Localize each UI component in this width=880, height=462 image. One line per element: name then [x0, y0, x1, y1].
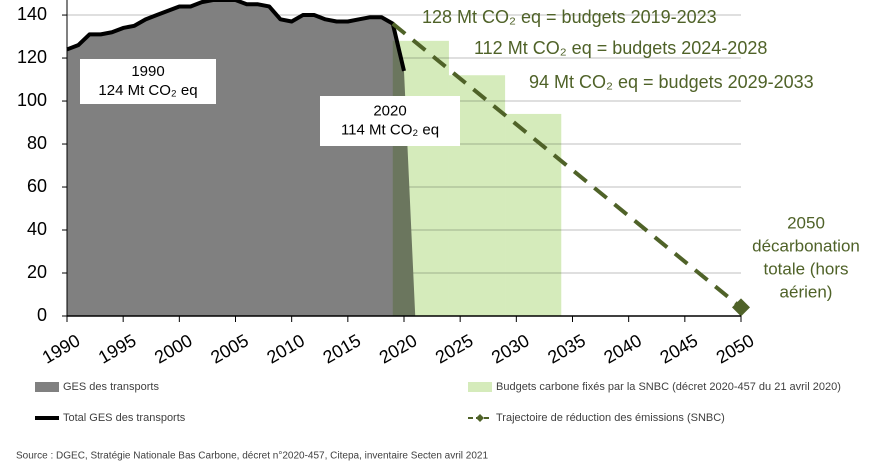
annotation-text: 1990 [131, 63, 164, 80]
annotation-text: 2050 [787, 213, 825, 232]
x-tick-label: 2050 [713, 330, 758, 367]
legend-label: GES des transports [63, 381, 159, 393]
x-tick-label: 2010 [263, 330, 308, 367]
x-tick-label: 2035 [544, 330, 589, 367]
annotation-text: totale (hors [763, 259, 848, 278]
y-tick-label: 140 [17, 4, 47, 24]
annotation-text: 2020 [373, 102, 406, 119]
annotation-text: 124 Mt CO₂ eq [98, 82, 197, 99]
line [66, 0, 406, 72]
y-tick-label: 60 [27, 176, 47, 196]
x-tick-label: 2040 [600, 330, 645, 367]
x-tick-label: 1995 [95, 330, 140, 367]
x-tick-label: 1990 [39, 330, 84, 367]
annotation-text: 114 Mt CO₂ eq [341, 121, 439, 138]
x-tick-label: 2045 [657, 330, 702, 367]
legend-marker [476, 414, 484, 422]
legend-label: Total GES des transports [63, 412, 186, 424]
y-tick-label: 40 [27, 219, 47, 239]
annotation-box [320, 96, 460, 146]
area [67, 0, 416, 316]
legend-label: Trajectoire de réduction des émissions (… [496, 412, 725, 424]
y-tick-label: 0 [37, 305, 47, 325]
legend-label: Budgets carbone fixés par la SNBC (décre… [496, 381, 841, 393]
y-tick-label: 80 [27, 133, 47, 153]
y-tick-label: 20 [27, 262, 47, 282]
trajectory-line [391, 22, 743, 309]
y-tick-label: 120 [17, 47, 47, 67]
y-tick-label: 100 [17, 90, 47, 110]
x-tick-label: 2020 [376, 330, 421, 367]
x-tick-label: 2000 [151, 330, 196, 367]
annotation-text: décarbonation [752, 236, 860, 255]
annotation-text: aérien) [780, 282, 833, 301]
legend-swatch [468, 382, 492, 392]
budget-label: 94 Mt CO₂ eq = budgets 2029-2033 [529, 72, 814, 92]
budget-bar [505, 113, 562, 316]
x-tick-label: 2030 [488, 330, 533, 367]
annotation-box [80, 59, 216, 104]
budget-label: 128 Mt CO₂ eq = budgets 2019-2023 [422, 7, 717, 27]
budget-bar [392, 40, 449, 316]
source-note: Source : DGEC, Stratégie Nationale Bas C… [16, 451, 488, 462]
x-tick-label: 2015 [320, 330, 365, 367]
legend-swatch [35, 382, 59, 392]
diamond-marker [732, 298, 750, 317]
x-tick-label: 2025 [432, 330, 477, 367]
x-tick-label: 2005 [207, 330, 252, 367]
budget-label: 112 Mt CO₂ eq = budgets 2024-2028 [474, 38, 767, 58]
